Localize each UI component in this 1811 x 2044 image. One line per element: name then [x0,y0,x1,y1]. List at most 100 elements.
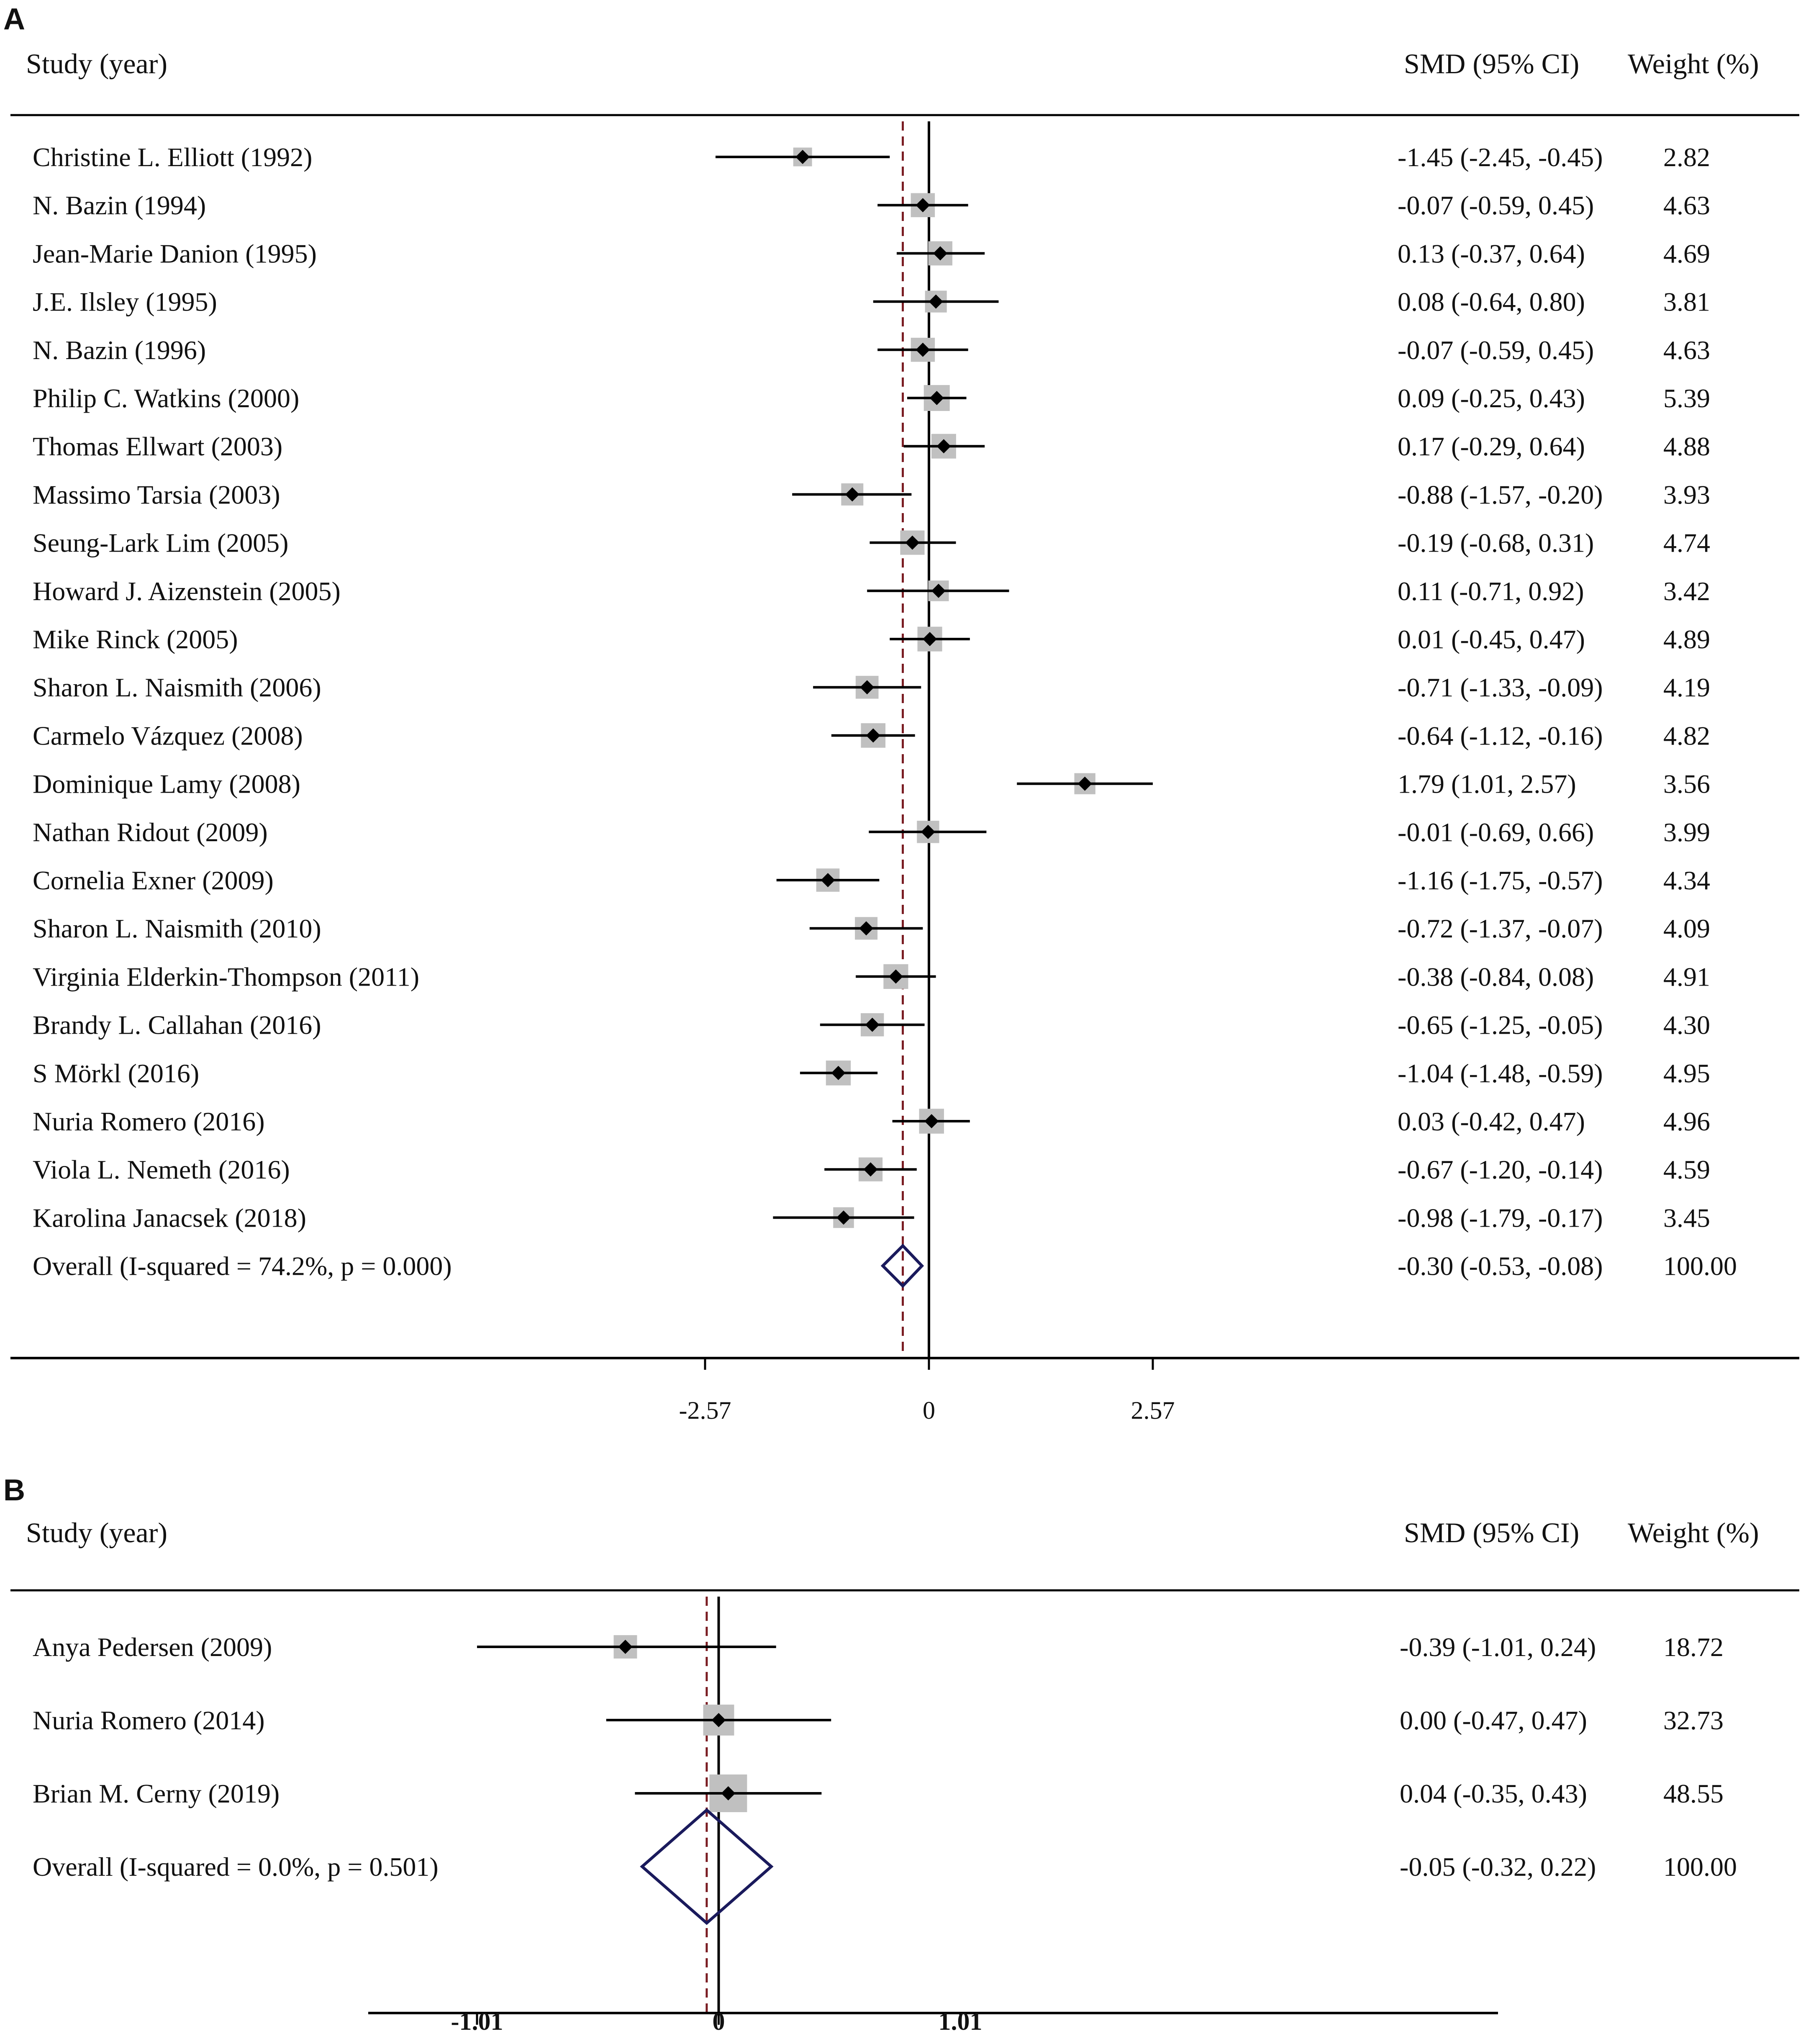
overall-diamond [640,1808,774,1925]
overall-ci-text: -0.30 (-0.53, -0.08) [1398,1251,1603,1281]
point-estimate [929,294,943,309]
point-estimate [859,921,874,936]
ci-text: 0.00 (-0.47, 0.47) [1400,1705,1587,1735]
ci-text: 0.08 (-0.64, 0.80) [1398,287,1585,317]
point-estimate [860,680,875,695]
study-label: Seung-Lark Lim (2005) [33,528,288,558]
weight-text: 3.99 [1663,817,1710,847]
header-study: Study (year) [26,1517,167,1548]
weight-text: 32.73 [1663,1705,1724,1735]
study-label: Philip C. Watkins (2000) [33,383,299,413]
weight-text: 4.63 [1663,190,1710,220]
study-label: Mike Rinck (2005) [33,624,238,654]
overall-row: Overall (I-squared = 74.2%, p = 0.000) -0… [33,1243,1737,1288]
weight-text: 4.09 [1663,914,1710,943]
point-estimate [916,342,930,357]
study-row: Sharon L. Naismith (2010) -0.72 (-1.37, -… [33,914,1710,943]
overall-weight-text: 100.00 [1663,1852,1737,1882]
point-estimate [929,391,944,405]
point-estimate [866,728,880,743]
study-row: Karolina Janacsek (2018) -0.98 (-1.79, -0… [33,1203,1710,1233]
ci-text: -0.71 (-1.33, -0.09) [1398,673,1603,702]
overall-label: Overall (I-squared = 0.0%, p = 0.501) [33,1852,439,1882]
study-label: Viola L. Nemeth (2016) [33,1155,290,1184]
weight-text: 2.82 [1663,142,1710,172]
weight-text: 4.59 [1663,1155,1710,1184]
study-row: Carmelo Vázquez (2008) -0.64 (-1.12, -0.1… [33,721,1710,750]
study-row: Brandy L. Callahan (2016) -0.65 (-1.25, -… [33,1010,1710,1040]
ci-text: 0.13 (-0.37, 0.64) [1398,239,1585,268]
x-tick-label: 0 [713,2008,725,2035]
weight-text: 4.91 [1663,962,1710,991]
weight-text: 48.55 [1663,1779,1724,1808]
weight-text: 4.34 [1663,865,1710,895]
study-label: Cornelia Exner (2009) [33,865,274,895]
ci-text: -0.72 (-1.37, -0.07) [1398,914,1603,943]
header-study: Study (year) [26,48,167,80]
weight-text: 3.93 [1663,480,1710,509]
ci-text: -0.65 (-1.25, -0.05) [1398,1010,1603,1040]
point-estimate [863,1162,878,1177]
study-row: Virginia Elderkin-Thompson (2011) -0.38 (… [33,962,1710,991]
study-label: N. Bazin (1994) [33,190,206,220]
study-label: Thomas Ellwart (2003) [33,431,282,461]
ci-text: -0.88 (-1.57, -0.20) [1398,480,1603,509]
x-tick-label: 1.01 [939,2008,982,2035]
ci-text: -0.07 (-0.59, 0.45) [1398,190,1594,220]
study-label: Sharon L. Naismith (2010) [33,914,321,943]
point-estimate [916,198,930,213]
study-row: Cornelia Exner (2009) -1.16 (-1.75, -0.57… [33,865,1710,895]
weight-text: 3.81 [1663,287,1710,317]
weight-text: 4.89 [1663,624,1710,654]
point-estimate [933,246,948,261]
study-label: Dominique Lamy (2008) [33,769,300,799]
study-label: Nuria Romero (2014) [33,1705,265,1735]
point-estimate [924,1114,939,1128]
study-label: Anya Pedersen (2009) [33,1632,272,1662]
x-tick-label: -1.01 [451,2008,503,2035]
study-row: Massimo Tarsia (2003) -0.88 (-1.57, -0.20… [33,480,1710,509]
study-row: Dominique Lamy (2008) 1.79 (1.01, 2.57) 3.… [33,769,1710,799]
study-row: Thomas Ellwart (2003) 0.17 (-0.29, 0.64) 4… [33,431,1710,461]
point-estimate [831,1066,846,1080]
weight-text: 3.42 [1663,576,1710,606]
weight-text: 18.72 [1663,1632,1724,1662]
study-label: Virginia Elderkin-Thompson (2011) [33,962,419,991]
point-estimate [865,1017,880,1032]
study-label: Massimo Tarsia (2003) [33,480,280,509]
overall-ci-text: -0.05 (-0.32, 0.22) [1400,1852,1596,1882]
weight-text: 5.39 [1663,383,1710,413]
point-estimate [888,969,903,984]
weight-text: 4.82 [1663,721,1710,750]
ci-text: 0.04 (-0.35, 0.43) [1400,1779,1587,1808]
study-label: S Mörkl (2016) [33,1058,199,1088]
point-estimate [921,824,935,839]
x-tick-label: 0 [923,1397,935,1424]
study-row: Jean-Marie Danion (1995) 0.13 (-0.37, 0.6… [33,239,1710,268]
point-estimate [618,1640,633,1654]
point-estimate [721,1786,736,1800]
study-label: Nuria Romero (2016) [33,1107,265,1136]
overall-weight-text: 100.00 [1663,1251,1737,1281]
ci-text: -0.64 (-1.12, -0.16) [1398,721,1603,750]
weight-text: 3.56 [1663,769,1710,799]
study-row: Sharon L. Naismith (2006) -0.71 (-1.33, -… [33,673,1710,702]
study-row: Christine L. Elliott (1992) -1.45 (-2.45,… [33,142,1710,172]
study-row: Viola L. Nemeth (2016) -0.67 (-1.20, -0.1… [33,1155,1710,1184]
study-row: Anya Pedersen (2009) -0.39 (-1.01, 0.24) 1… [33,1632,1724,1662]
point-estimate [923,632,937,646]
weight-text: 4.19 [1663,673,1710,702]
panel-letter: A [3,3,25,36]
weight-text: 4.96 [1663,1107,1710,1136]
study-label: N. Bazin (1996) [33,335,206,365]
study-label: Nathan Ridout (2009) [33,817,268,847]
study-row: Brian M. Cerny (2019) 0.04 (-0.35, 0.43) 4… [33,1774,1724,1812]
point-estimate [931,583,946,598]
weight-text: 4.69 [1663,239,1710,268]
point-estimate [836,1210,851,1225]
study-label: J.E. Ilsley (1995) [33,287,217,317]
study-row: S Mörkl (2016) -1.04 (-1.48, -0.59) 4.95 [33,1058,1710,1088]
